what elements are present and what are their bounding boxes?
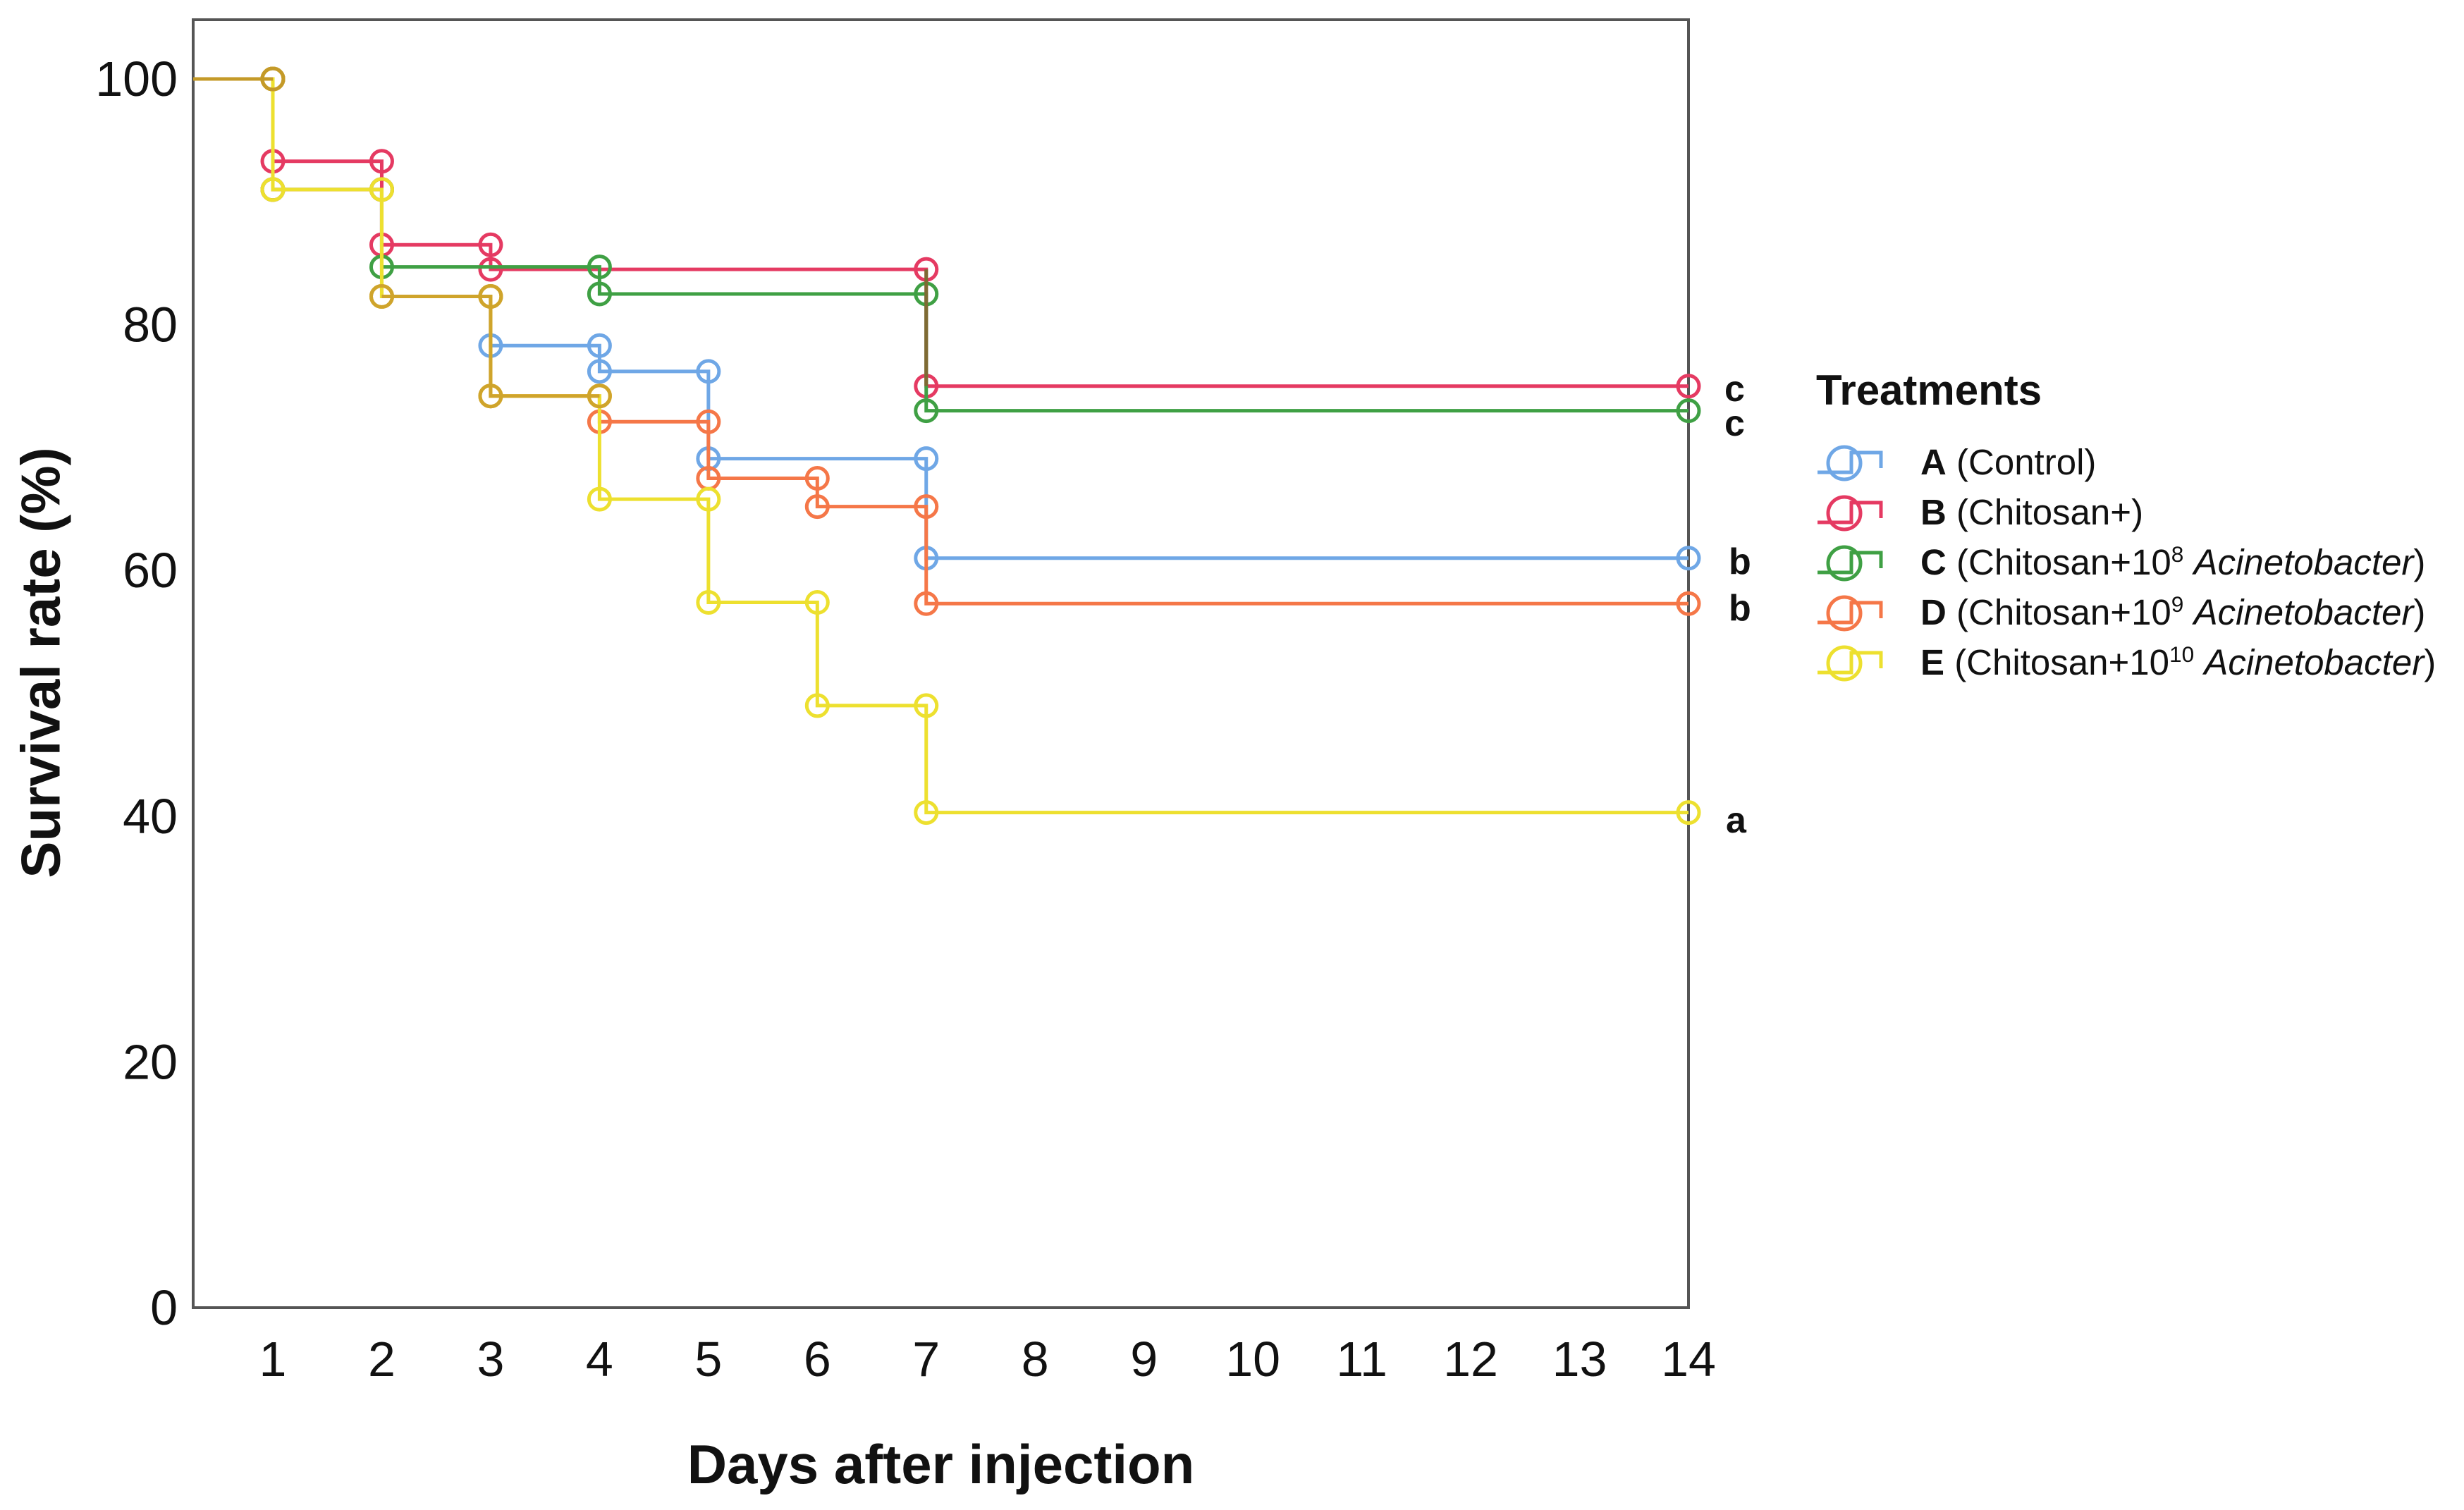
- legend-label-D: D (Chitosan+109 Acinetobacter): [1920, 591, 2426, 632]
- x-tick-label: 1: [259, 1332, 287, 1387]
- y-tick-label: 80: [123, 297, 178, 352]
- series-marker-D: [696, 409, 721, 434]
- x-tick-label: 6: [804, 1332, 831, 1387]
- y-tick-label: 0: [150, 1280, 178, 1335]
- legend-item-E: E (Chitosan+1010 Acinetobacter): [1816, 637, 2464, 687]
- series-marker-C: [1676, 398, 1701, 424]
- series-marker-E: [696, 486, 721, 512]
- series-marker-D: [1676, 591, 1701, 616]
- y-tick-label: 100: [95, 51, 178, 106]
- series-marker-D: [914, 494, 939, 520]
- legend-step-marker-icon-A: [1818, 445, 1883, 481]
- series-marker-E: [804, 693, 830, 718]
- series-marker-E: [804, 590, 830, 615]
- legend-step-marker-icon-B: [1818, 495, 1883, 531]
- series-marker-E: [914, 800, 939, 825]
- legend-step-marker-icon-E: [1818, 645, 1883, 681]
- legend-items: A (Control) B (Chitosan+) C (Chitosan+108 …: [1816, 437, 2464, 687]
- series-marker-E: [914, 693, 939, 718]
- series-marker-E: [696, 590, 721, 615]
- d-e-overlap-gold-marker: [369, 284, 394, 309]
- series-line-B: [193, 77, 1688, 388]
- series-line-E: [193, 77, 1688, 815]
- legend-item-A: A (Control): [1816, 437, 2464, 487]
- series-marker-A: [587, 333, 612, 358]
- series-marker-A: [1676, 546, 1701, 571]
- series-marker-A: [914, 446, 939, 472]
- series-marker-B: [478, 257, 503, 282]
- plot-border: [192, 18, 1690, 1309]
- legend-item-D: D (Chitosan+109 Acinetobacter): [1816, 587, 2464, 637]
- series-marker-D: [914, 591, 939, 616]
- x-tick-label: 12: [1443, 1332, 1498, 1387]
- x-tick-label: 7: [912, 1332, 940, 1387]
- series-marker-C: [587, 254, 612, 280]
- series-line-A: [193, 77, 1688, 560]
- sig-label-A: b: [1729, 541, 1751, 582]
- d-e-overlap-gold-marker: [587, 383, 612, 409]
- x-tick-label: 5: [694, 1332, 722, 1387]
- sig-label-C: c: [1724, 403, 1745, 444]
- legend-label-E: E (Chitosan+1010 Acinetobacter): [1920, 642, 2437, 682]
- y-tick-label: 20: [123, 1034, 178, 1089]
- series-marker-E: [1676, 800, 1701, 825]
- series-line-D: [193, 77, 1688, 606]
- series-marker-B: [1676, 374, 1701, 399]
- legend-label-C: C (Chitosan+108 Acinetobacter): [1920, 541, 2426, 582]
- sig-label-B: c: [1724, 369, 1745, 410]
- series-marker-C: [914, 398, 939, 424]
- d-e-overlap-gold-marker: [478, 383, 503, 409]
- sig-label-D: b: [1729, 588, 1751, 629]
- legend-step-marker-icon-C: [1818, 545, 1883, 581]
- y-tick-label: 40: [123, 789, 178, 844]
- x-axis-title: Days after injection: [687, 1433, 1195, 1495]
- x-tick-label: 14: [1661, 1332, 1716, 1387]
- x-tick-label: 4: [586, 1332, 613, 1387]
- series-marker-B: [369, 149, 394, 174]
- legend-step-marker-icon-D: [1818, 595, 1883, 631]
- d-e-overlap-gold: [381, 295, 600, 398]
- x-tick-label: 9: [1130, 1332, 1158, 1387]
- series-marker-C: [587, 281, 612, 307]
- x-tick-label: 10: [1225, 1332, 1280, 1387]
- series-marker-B: [478, 232, 503, 257]
- legend-title: Treatments: [1816, 367, 2042, 414]
- x-tick-label: 11: [1336, 1332, 1387, 1387]
- x-tick-label: 13: [1552, 1332, 1607, 1387]
- legend-item-B: B (Chitosan+): [1816, 487, 2464, 537]
- series-marker-A: [696, 359, 721, 384]
- x-tick-label: 2: [368, 1332, 396, 1387]
- series-marker-A: [587, 359, 612, 384]
- y-axis-title: Survival rate (%): [9, 447, 72, 878]
- x-tick-label: 8: [1022, 1332, 1049, 1387]
- legend-item-C: C (Chitosan+108 Acinetobacter): [1816, 537, 2464, 587]
- series-marker-D: [804, 494, 830, 520]
- y-tick-label: 60: [123, 543, 178, 598]
- all-series-overlap-100-marker: [260, 66, 286, 92]
- series-marker-E: [587, 486, 612, 512]
- legend-label-B: B (Chitosan+): [1920, 492, 2144, 532]
- x-tick-label: 3: [477, 1332, 504, 1387]
- legend: Treatments A (Control) B (Chitosan+) C (Ch…: [1816, 365, 2464, 687]
- series-marker-D: [804, 465, 830, 491]
- d-e-overlap-gold-marker: [478, 284, 503, 309]
- legend-label-A: A (Control): [1920, 442, 2097, 482]
- series-marker-E: [369, 177, 394, 202]
- sig-label-E: a: [1726, 800, 1747, 841]
- series-marker-E: [260, 177, 286, 202]
